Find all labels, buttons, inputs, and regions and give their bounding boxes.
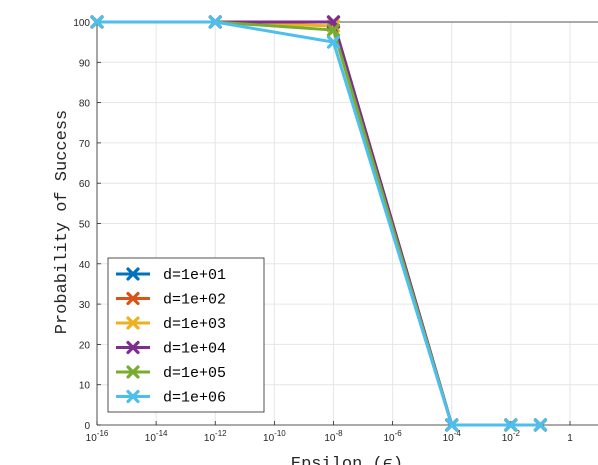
marker-x <box>504 418 518 432</box>
y-axis-label: Probability of Success <box>53 110 72 334</box>
series-marker <box>326 23 341 37</box>
legend-marker <box>126 340 140 355</box>
series-marker <box>90 15 104 29</box>
legend-label: d=1e+06 <box>163 390 226 407</box>
legend-label: d=1e+05 <box>163 365 226 382</box>
legend-item: d=1e+05 <box>116 365 226 382</box>
legend-marker <box>126 291 140 306</box>
marker-x <box>445 418 459 432</box>
x-ticks: 10-16 10-14 10-12 10-10 10-8 10-6 10-4 10-2 1 <box>86 421 573 444</box>
legend-label: d=1e+03 <box>163 316 226 333</box>
x-tick-label: 10-2 <box>502 429 521 444</box>
x-tick-label: 10-14 <box>145 429 168 444</box>
marker-x <box>90 15 104 29</box>
y-tick-label: 60 <box>79 179 91 190</box>
legend-item: d=1e+04 <box>116 341 226 358</box>
legend-marker <box>126 365 140 379</box>
legend-item: d=1e+01 <box>116 267 226 284</box>
marker-x <box>126 365 140 379</box>
series-marker <box>533 418 548 432</box>
x-tick-label: 10-8 <box>324 429 343 444</box>
legend-marker <box>126 389 140 404</box>
x-axis-label: Epsilon (ϵ) <box>291 455 403 465</box>
y-tick-label: 0 <box>84 421 90 432</box>
y-tick-label: 40 <box>79 260 91 271</box>
y-tick-label: 80 <box>79 99 91 110</box>
series-group <box>90 15 548 432</box>
series-marker <box>445 418 459 432</box>
legend-marker <box>126 316 140 330</box>
marker-x <box>126 316 140 330</box>
series-marker <box>208 15 222 29</box>
x-tick-label: 10-6 <box>384 429 403 444</box>
marker-x <box>533 418 548 432</box>
series-marker <box>504 418 518 432</box>
legend-box <box>107 257 265 413</box>
x-tick-label: 10-4 <box>443 429 462 444</box>
legend-marker <box>126 267 140 281</box>
legend-item: d=1e+02 <box>116 292 226 309</box>
x-tick-label: 10-16 <box>86 429 109 444</box>
legend-label: d=1e+04 <box>163 341 226 358</box>
x-tick-label: 1 <box>567 433 573 444</box>
legend-item: d=1e+06 <box>116 390 226 407</box>
y-tick-label: 90 <box>79 58 91 69</box>
marker-x <box>126 340 140 355</box>
series-d=1e+06 <box>90 15 548 432</box>
x-tick-label: 10-10 <box>263 429 286 444</box>
marker-x <box>126 389 140 404</box>
legend-item: d=1e+03 <box>116 316 226 333</box>
marker-x <box>208 15 222 29</box>
y-tick-label: 20 <box>79 340 91 351</box>
legend-label: d=1e+02 <box>163 292 226 309</box>
marker-x <box>326 35 341 49</box>
series-line <box>97 20 541 427</box>
y-tick-label: 50 <box>79 220 91 231</box>
legend: d=1e+01 d=1e+02 d=1e+03 d=1e+04 d=1e+05 d=1e+… <box>107 257 265 413</box>
series-marker <box>326 35 341 49</box>
x-tick-label: 10-12 <box>204 429 227 444</box>
y-tick-label: 30 <box>79 300 91 311</box>
marker-x <box>126 291 140 306</box>
marker-x <box>326 23 341 37</box>
y-ticks: 0 10 20 30 40 50 60 70 80 90 100 <box>73 18 101 432</box>
marker-x <box>126 267 140 281</box>
legend-label: d=1e+01 <box>163 267 226 284</box>
y-tick-label: 70 <box>79 139 91 150</box>
y-tick-label: 10 <box>79 381 91 392</box>
y-tick-label: 100 <box>73 18 90 29</box>
